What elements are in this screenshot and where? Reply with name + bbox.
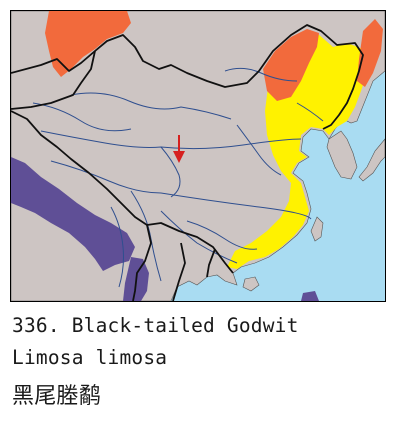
- species-number-common-name: 336. Black-tailed Godwit: [12, 314, 299, 337]
- wintering-range-west: [11, 157, 135, 271]
- record-marker-arrow: [173, 135, 185, 163]
- breeding-range-far-east: [357, 19, 383, 87]
- land-hainan: [242, 276, 260, 292]
- breeding-range-northwest: [45, 11, 131, 77]
- national-borders: [11, 24, 364, 301]
- land-taiwan: [310, 216, 324, 242]
- species-chinese-name: 黑尾塍鹬: [12, 384, 101, 409]
- land-korea: [326, 130, 358, 180]
- species-scientific-name: Limosa limosa: [12, 346, 168, 369]
- wintering-range-south: [301, 291, 319, 301]
- range-map: [10, 10, 386, 302]
- land-japan: [358, 138, 385, 182]
- migration-range-east: [227, 33, 369, 269]
- breeding-range-northeast: [263, 29, 319, 101]
